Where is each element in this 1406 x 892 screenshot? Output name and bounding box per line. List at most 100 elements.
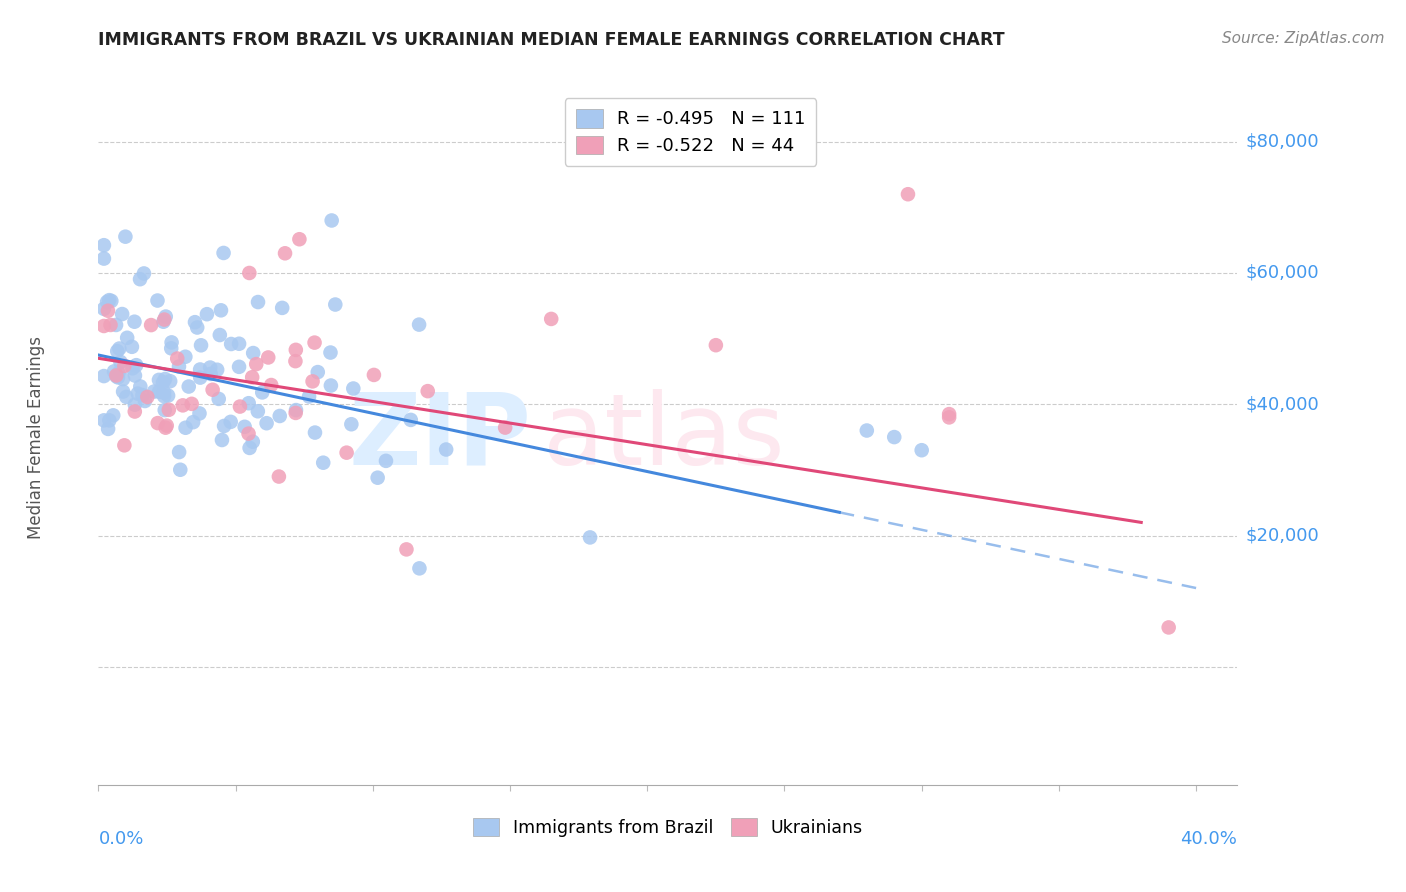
Point xyxy=(307,365,329,379)
Point xyxy=(238,266,260,280)
Point xyxy=(160,335,183,350)
Text: atlas: atlas xyxy=(543,389,785,485)
Point xyxy=(195,307,218,321)
Point xyxy=(190,338,212,352)
Point xyxy=(129,272,152,286)
Point xyxy=(274,246,297,260)
Point xyxy=(111,372,134,386)
Text: 40.0%: 40.0% xyxy=(1181,830,1237,848)
Point xyxy=(288,232,311,246)
Point xyxy=(363,368,385,382)
Point xyxy=(228,359,250,374)
Point xyxy=(105,344,128,359)
Point xyxy=(938,410,960,425)
Legend: Immigrants from Brazil, Ukrainians: Immigrants from Brazil, Ukrainians xyxy=(464,810,872,846)
Point xyxy=(336,445,359,459)
Point xyxy=(188,406,211,420)
Point xyxy=(184,315,207,329)
Point xyxy=(108,342,131,356)
Point xyxy=(136,390,159,404)
Point xyxy=(200,367,222,381)
Point xyxy=(112,438,135,452)
Point xyxy=(212,419,235,434)
Point xyxy=(1157,620,1180,634)
Point xyxy=(312,456,335,470)
Point xyxy=(323,297,346,311)
Point xyxy=(112,384,135,399)
Point xyxy=(209,303,232,318)
Point xyxy=(285,403,308,417)
Point xyxy=(434,442,457,457)
Point xyxy=(242,434,264,449)
Point xyxy=(103,364,125,378)
Text: $40,000: $40,000 xyxy=(1246,395,1319,413)
Text: $80,000: $80,000 xyxy=(1246,133,1319,151)
Point xyxy=(105,368,128,383)
Point xyxy=(100,293,122,308)
Point xyxy=(212,246,235,260)
Point xyxy=(96,294,118,309)
Point xyxy=(201,383,224,397)
Point xyxy=(125,358,148,372)
Point xyxy=(177,379,200,393)
Point xyxy=(107,370,129,384)
Point xyxy=(97,303,120,318)
Point xyxy=(271,301,294,315)
Text: IMMIGRANTS FROM BRAZIL VS UKRAINIAN MEDIAN FEMALE EARNINGS CORRELATION CHART: IMMIGRANTS FROM BRAZIL VS UKRAINIAN MEDI… xyxy=(98,31,1005,49)
Point xyxy=(124,404,146,418)
Point xyxy=(172,398,194,412)
Point xyxy=(93,252,115,266)
Point xyxy=(148,384,170,399)
Point xyxy=(100,318,122,332)
Point xyxy=(167,359,190,374)
Point xyxy=(129,379,152,393)
Point xyxy=(121,340,143,354)
Point xyxy=(211,433,233,447)
Point xyxy=(229,400,252,414)
Point xyxy=(284,354,307,368)
Point xyxy=(897,187,920,202)
Point xyxy=(856,424,879,438)
Point xyxy=(408,561,430,575)
Point xyxy=(242,346,264,360)
Point xyxy=(319,345,342,359)
Point xyxy=(186,320,208,334)
Point xyxy=(494,420,516,434)
Point xyxy=(252,385,274,400)
Point xyxy=(240,370,263,384)
Point xyxy=(301,375,323,389)
Text: $20,000: $20,000 xyxy=(1246,526,1319,544)
Point xyxy=(169,463,191,477)
Point xyxy=(152,315,174,329)
Point xyxy=(127,386,149,401)
Point xyxy=(153,385,176,400)
Point xyxy=(298,390,321,404)
Point xyxy=(103,409,125,423)
Point xyxy=(160,342,183,356)
Point xyxy=(98,293,121,307)
Point xyxy=(180,397,202,411)
Point xyxy=(110,355,132,369)
Point xyxy=(395,542,418,557)
Point xyxy=(938,407,960,421)
Point xyxy=(112,359,135,373)
Point xyxy=(124,398,146,412)
Point xyxy=(153,372,176,386)
Point xyxy=(228,336,250,351)
Point xyxy=(139,318,162,332)
Point xyxy=(134,394,156,409)
Point xyxy=(97,422,120,436)
Text: 0.0%: 0.0% xyxy=(98,830,143,848)
Point xyxy=(153,389,176,403)
Point xyxy=(540,312,562,326)
Point xyxy=(304,335,326,350)
Point xyxy=(284,406,307,420)
Point xyxy=(239,441,262,455)
Point xyxy=(181,415,204,429)
Point xyxy=(146,293,169,308)
Point xyxy=(342,382,364,396)
Point xyxy=(579,530,602,544)
Point xyxy=(245,357,267,371)
Point xyxy=(319,378,342,392)
Point xyxy=(340,417,363,432)
